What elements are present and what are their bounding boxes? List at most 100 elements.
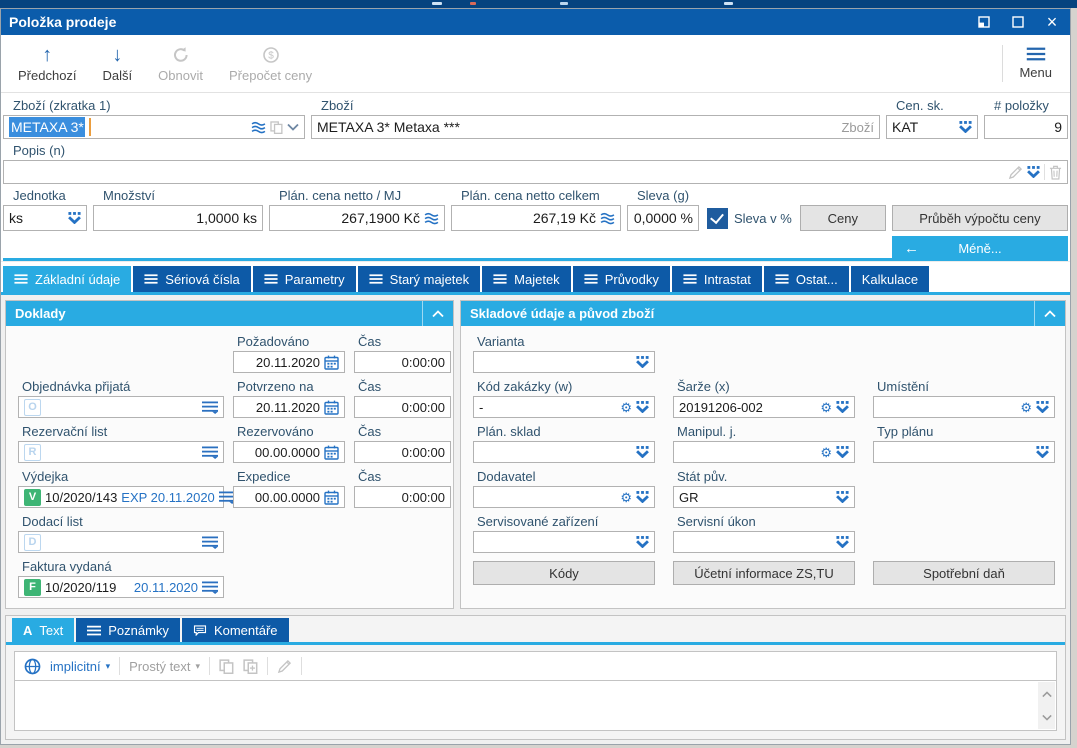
typ-planu-field[interactable] [873, 441, 1055, 463]
dodaci-list-field[interactable]: D [18, 531, 224, 553]
servisovane-zarizeni-field[interactable] [473, 531, 655, 553]
tab-text[interactable]: A Text [12, 618, 75, 642]
dropdown-icon[interactable] [636, 356, 649, 368]
manipul-field[interactable]: ⚙ [673, 441, 855, 463]
expedice-date-field[interactable]: 00.00.0000 [233, 486, 345, 508]
format-selector[interactable]: Prostý text ▾ [129, 659, 200, 674]
gear-icon[interactable]: ⚙ [620, 489, 632, 505]
next-button[interactable]: ↓ Další [90, 35, 146, 92]
gear-icon[interactable]: ⚙ [620, 399, 632, 415]
dropdown-icon[interactable] [636, 401, 649, 413]
zbozi-zkratka-field[interactable]: METAXA 3* [3, 115, 305, 139]
tab-poznamky[interactable]: Poznámky [76, 618, 180, 642]
tab-komentare[interactable]: Komentáře [181, 618, 289, 642]
previous-button[interactable]: ↑ Předchozí [5, 35, 90, 92]
potvrzeno-date-field[interactable]: 20.11.2020 [233, 396, 345, 418]
document-menu-icon[interactable] [202, 581, 218, 594]
collapse-chevron-icon[interactable] [1034, 301, 1065, 326]
mnozstvi-field[interactable]: 1,0000 ks [93, 205, 263, 231]
dropdown-icon[interactable] [1027, 166, 1040, 178]
doc-date-link[interactable]: 20.11.2020 [133, 579, 198, 595]
chevron-down-icon[interactable] [287, 123, 299, 131]
gear-icon[interactable]: ⚙ [820, 399, 832, 415]
tab-parametry[interactable]: Parametry [252, 266, 356, 292]
doc-date-link[interactable]: EXP 20.11.2020 [121, 489, 215, 505]
tab-majetek[interactable]: Majetek [482, 266, 571, 292]
rezervacni-list-field[interactable]: R [18, 441, 224, 463]
pozadovano-date-field[interactable]: 20.11.2020 [233, 351, 345, 373]
objednavka-prijata-field[interactable]: O [18, 396, 224, 418]
cas-field[interactable]: 0:00:00 [354, 396, 451, 418]
jednotka-field[interactable]: ks [3, 205, 87, 231]
umisteni-field[interactable]: ⚙ [873, 396, 1055, 418]
rezervovano-date-field[interactable]: 00.00.0000 [233, 441, 345, 463]
cen-sk-field[interactable]: KAT [886, 115, 978, 139]
text-editor-area[interactable] [14, 680, 1057, 731]
menu-button[interactable]: Menu [1005, 35, 1066, 92]
dropdown-icon[interactable] [1036, 446, 1049, 458]
stat-puvodu-field[interactable]: GR [673, 486, 855, 508]
vertical-scrollbar[interactable] [1038, 682, 1055, 729]
scroll-up-icon[interactable] [1042, 685, 1052, 703]
plan-cena-mj-field[interactable]: 267,1900 Kč [269, 205, 445, 231]
prubeh-vypoctu-ceny-button[interactable]: Průběh výpočtu ceny [891, 205, 1068, 231]
cas-field[interactable]: 0:00:00 [354, 486, 451, 508]
calendar-icon[interactable] [324, 490, 339, 505]
dropdown-icon[interactable] [1036, 401, 1049, 413]
dropdown-icon[interactable] [68, 212, 81, 224]
servisni-ukon-field[interactable] [673, 531, 855, 553]
dropdown-icon[interactable] [636, 491, 649, 503]
dropdown-icon[interactable] [636, 536, 649, 548]
mene-button[interactable]: ← Méně... [892, 236, 1068, 261]
calendar-icon[interactable] [324, 355, 339, 370]
plan-sklad-field[interactable] [473, 441, 655, 463]
document-menu-icon[interactable] [202, 446, 218, 459]
faktura-vydana-field[interactable]: F 10/2020/119 20.11.2020 [18, 576, 224, 598]
dropdown-icon[interactable] [836, 536, 849, 548]
kody-button[interactable]: Kódy [473, 561, 655, 585]
zbozi-field[interactable]: METAXA 3* Metaxa *** Zboží [311, 115, 880, 139]
document-menu-icon[interactable] [202, 401, 218, 414]
zbozi-link[interactable]: Zboží [841, 119, 874, 135]
sklad-panel-header[interactable]: Skladové údaje a původ zboží [461, 301, 1065, 326]
maximize-window-icon[interactable] [1008, 13, 1028, 31]
dropdown-icon[interactable] [836, 491, 849, 503]
doklady-panel-header[interactable]: Doklady [6, 301, 453, 326]
cas-field[interactable]: 0:00:00 [354, 351, 451, 373]
calendar-icon[interactable] [324, 445, 339, 460]
pocet-polozek-field[interactable]: 9 [984, 115, 1068, 139]
cas-field[interactable]: 0:00:00 [354, 441, 451, 463]
price-layers-icon[interactable] [600, 212, 615, 225]
popis-field[interactable] [3, 160, 1068, 184]
tab-stary-majetek[interactable]: Starý majetek [357, 266, 481, 292]
tab-intrastat[interactable]: Intrastat [671, 266, 762, 292]
dropdown-icon[interactable] [836, 446, 849, 458]
dodavatel-field[interactable]: ⚙ [473, 486, 655, 508]
collapse-chevron-icon[interactable] [422, 301, 453, 326]
calendar-icon[interactable] [324, 400, 339, 415]
tab-kalkulace[interactable]: Kalkulace [850, 266, 930, 292]
sleva-field[interactable]: 0,0000 % [627, 205, 699, 231]
globe-icon[interactable] [24, 658, 41, 675]
price-layers-icon[interactable] [424, 212, 439, 225]
tab-ostatni[interactable]: Ostat... [763, 266, 849, 292]
gear-icon[interactable]: ⚙ [1020, 399, 1032, 415]
ceny-button[interactable]: Ceny [799, 205, 886, 231]
dropdown-icon[interactable] [636, 446, 649, 458]
price-layers-icon[interactable] [251, 121, 266, 134]
scroll-down-icon[interactable] [1042, 708, 1052, 726]
restore-window-icon[interactable] [974, 13, 994, 31]
tab-zakladni-udaje[interactable]: Základní údaje [3, 266, 132, 292]
ucetni-informace-button[interactable]: Účetní informace ZS,TU [673, 561, 855, 585]
vydejka-field[interactable]: V 10/2020/143 EXP 20.11.2020 [18, 486, 224, 508]
close-window-icon[interactable]: × [1046, 12, 1058, 32]
spotrebni-dan-button[interactable]: Spotřební daň [873, 561, 1055, 585]
dropdown-icon[interactable] [959, 121, 972, 133]
dropdown-icon[interactable] [836, 401, 849, 413]
varianta-field[interactable] [473, 351, 655, 373]
kod-zakazky-field[interactable]: - ⚙ [473, 396, 655, 418]
plan-cena-celkem-field[interactable]: 267,19 Kč [451, 205, 621, 231]
edit-pencil-icon[interactable] [1008, 165, 1023, 180]
sarze-field[interactable]: 20191206-002 ⚙ [673, 396, 855, 418]
gear-icon[interactable]: ⚙ [820, 444, 832, 460]
